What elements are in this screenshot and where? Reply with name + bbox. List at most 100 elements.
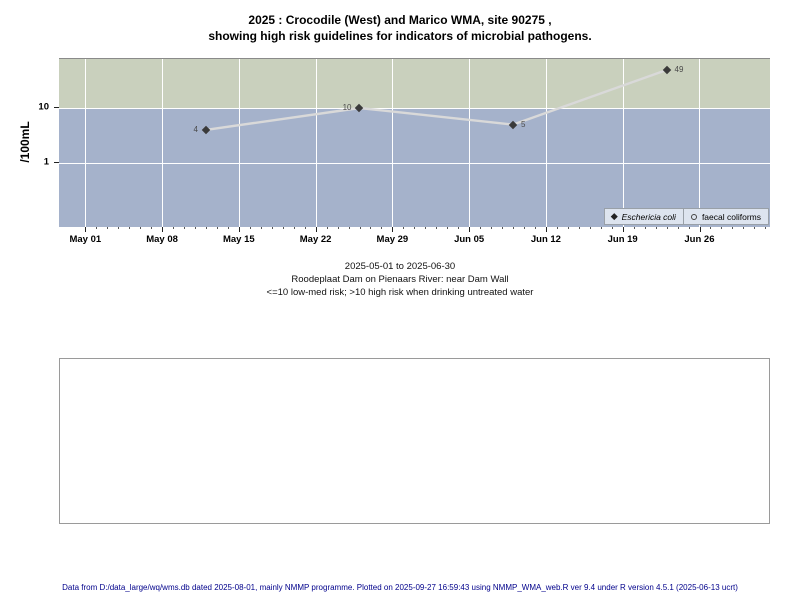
x-tick-major — [85, 227, 87, 232]
x-tick-major — [699, 227, 701, 232]
x-tick-minor — [216, 227, 218, 229]
x-tick-minor — [655, 227, 657, 229]
subtitle-period: 2025-05-01 to 2025-06-30 — [344, 261, 456, 272]
x-tick-minor — [414, 227, 416, 229]
y-tick — [54, 107, 59, 108]
y-gridline — [59, 163, 770, 164]
x-tick-minor — [644, 227, 646, 229]
x-gridline — [85, 59, 87, 227]
x-tick-label: Jun 26 — [684, 234, 715, 245]
x-tick-minor — [118, 227, 120, 229]
x-tick-minor — [447, 227, 449, 229]
x-tick-minor — [359, 227, 361, 229]
x-gridline — [545, 59, 547, 227]
x-tick-minor — [611, 227, 613, 229]
subtitle-risk-note: <=10 low-med risk; >10 high risk when dr… — [266, 287, 534, 298]
legend-label: faecal coliforms — [701, 211, 761, 222]
x-tick-minor — [534, 227, 536, 229]
footer-note: Data from D:/data_large/wq/wms.db dated … — [62, 583, 738, 592]
x-gridline — [392, 59, 394, 227]
x-tick-major — [238, 227, 240, 232]
x-tick-label: Jun 19 — [607, 234, 638, 245]
data-point-label: 10 — [342, 103, 352, 112]
y-axis-title: /100mL — [18, 121, 32, 163]
x-tick-minor — [184, 227, 185, 229]
x-tick-minor — [205, 227, 207, 229]
x-tick-minor — [480, 227, 482, 229]
y-gridline — [59, 108, 770, 109]
x-tick-minor — [227, 227, 229, 229]
data-point-label: 4 — [193, 124, 198, 134]
x-tick-label: Jun 12 — [530, 234, 561, 245]
x-tick-minor — [260, 227, 262, 229]
y-axis: 10 1 — [0, 58, 59, 227]
x-tick-major — [622, 227, 624, 232]
chart-title: 2025 : Crocodile (West) and Marico WMA, … — [0, 12, 800, 44]
subtitle-site: Roodeplaat Dam on Pienaars River: near D… — [291, 274, 509, 285]
x-tick-minor — [567, 227, 569, 229]
legend-item-ecoli: Eschericia coli — [604, 208, 684, 225]
x-tick-minor — [743, 227, 745, 229]
x-tick-label: May 15 — [222, 234, 255, 245]
x-tick-minor — [721, 227, 723, 229]
x-tick-label: May 29 — [376, 234, 409, 245]
x-tick-minor — [633, 227, 635, 229]
x-tick-minor — [403, 227, 405, 229]
x-tick-label: Jun 05 — [454, 234, 485, 245]
legend-label: Eschericia coli — [621, 211, 676, 222]
x-tick-label: May 22 — [299, 234, 332, 245]
y-tick — [54, 162, 59, 163]
subtitle-block: 2025-05-01 to 2025-06-30 Roodeplaat Dam … — [0, 260, 800, 299]
x-tick-minor — [326, 227, 328, 229]
x-tick-minor — [458, 227, 460, 229]
x-tick-minor — [293, 227, 295, 229]
x-tick-minor — [337, 227, 339, 229]
x-tick-major — [315, 227, 317, 232]
x-gridline — [699, 59, 701, 227]
chart-title-line2: showing high risk guidelines for indicat… — [208, 29, 592, 43]
x-tick-minor — [140, 227, 142, 229]
x-gridline — [469, 59, 471, 227]
x-tick-minor — [589, 227, 591, 229]
x-tick-minor — [381, 227, 383, 229]
x-tick-minor — [425, 227, 427, 229]
x-tick-minor — [666, 227, 668, 229]
ecoli-line — [205, 68, 668, 132]
x-tick-minor — [754, 227, 756, 229]
x-tick-minor — [96, 227, 98, 229]
x-tick-minor — [271, 227, 273, 229]
x-tick-minor — [370, 227, 372, 229]
x-tick-minor — [129, 227, 131, 229]
x-tick-minor — [282, 227, 284, 229]
x-tick-minor — [436, 227, 438, 229]
x-tick-label: May 08 — [146, 234, 178, 245]
x-gridline — [162, 59, 164, 227]
x-tick-major — [392, 227, 394, 232]
x-tick-minor — [491, 227, 493, 229]
x-tick-minor — [732, 227, 734, 229]
x-gridline — [315, 59, 317, 227]
high-risk-zone — [59, 59, 770, 108]
x-tick-minor — [578, 227, 580, 229]
x-tick-minor — [556, 227, 558, 229]
x-tick-minor — [765, 227, 767, 229]
x-tick-label: May 01 — [69, 234, 102, 245]
x-tick-major — [469, 227, 471, 232]
data-series-line — [205, 68, 668, 132]
x-gridline — [238, 59, 240, 227]
x-tick-minor — [195, 227, 196, 229]
y-tick-label: 1 — [43, 156, 49, 168]
x-tick-minor — [513, 227, 514, 229]
x-tick-minor — [600, 227, 602, 229]
chart-title-line1: 2025 : Crocodile (West) and Marico WMA, … — [248, 13, 552, 27]
x-axis: May 01 May 08 May 15 May 22 May 29 Jun 05 Jun … — [59, 227, 770, 253]
low-med-risk-zone — [59, 108, 770, 227]
empty-panel — [59, 358, 770, 524]
legend: Eschericia coli faecal coliforms — [604, 208, 769, 225]
filled-diamond-icon — [611, 213, 618, 220]
x-tick-minor — [677, 227, 679, 229]
data-point-label: 49 — [674, 65, 684, 75]
x-tick-minor — [710, 227, 712, 229]
x-tick-minor — [688, 227, 690, 229]
x-tick-major — [162, 227, 164, 232]
